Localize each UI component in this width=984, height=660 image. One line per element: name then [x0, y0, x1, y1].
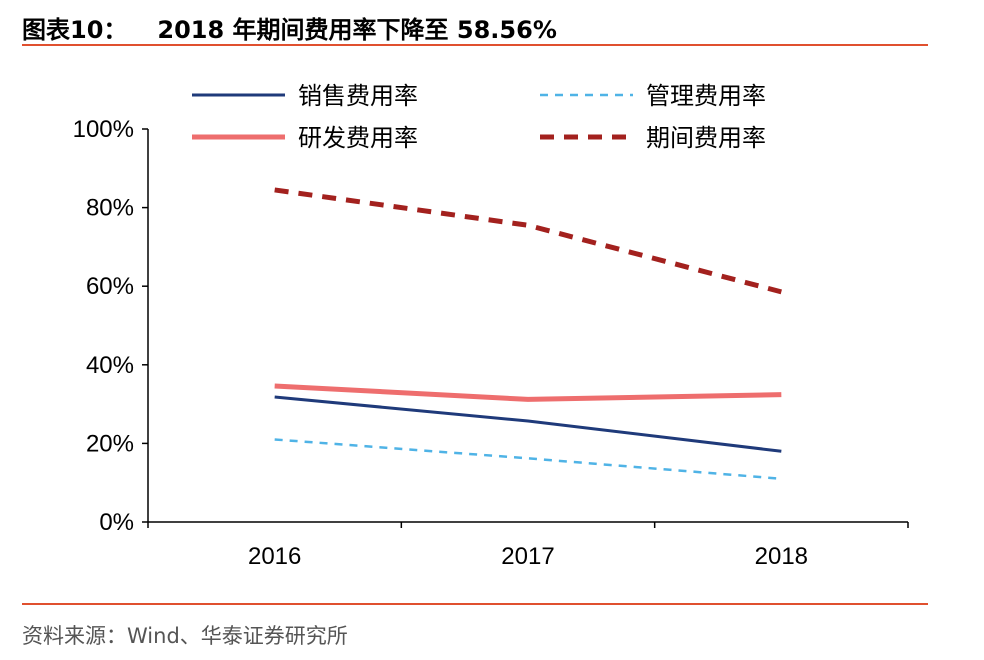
x-axis: 2016 2017 2018	[147, 521, 909, 570]
y-tick-label: 100%	[73, 116, 134, 143]
figure-label: 图表10：	[22, 16, 128, 44]
series-line-2	[274, 438, 782, 481]
legend-label: 管理费用率	[646, 82, 766, 110]
x-tick-label: 2018	[755, 543, 808, 570]
y-axis: 0% 20% 40% 60% 80% 100%	[73, 116, 149, 536]
bottom-rule	[22, 603, 928, 605]
legend-label: 研发费用率	[298, 124, 418, 152]
source-note: 资料来源：Wind、华泰证券研究所	[22, 624, 348, 648]
y-tick-label: 0%	[99, 509, 134, 536]
legend-label: 期间费用率	[646, 124, 766, 152]
legend-label: 销售费用率	[298, 82, 418, 110]
top-rule	[22, 44, 928, 46]
y-tick-label: 40%	[86, 352, 134, 379]
y-tick-label: 20%	[86, 430, 134, 457]
series-line-3	[274, 383, 782, 402]
series-line-4	[274, 187, 782, 295]
series-line-1	[274, 395, 782, 453]
figure-title-text: 2018 年期间费用率下降至 58.56%	[157, 16, 557, 44]
y-tick-label: 80%	[86, 195, 134, 222]
series-lines	[274, 187, 782, 481]
x-tick-label: 2016	[248, 543, 301, 570]
y-tick-label: 60%	[86, 273, 134, 300]
x-tick-label: 2017	[501, 543, 554, 570]
figure-title: 图表10： 2018 年期间费用率下降至 58.56%	[22, 10, 557, 45]
